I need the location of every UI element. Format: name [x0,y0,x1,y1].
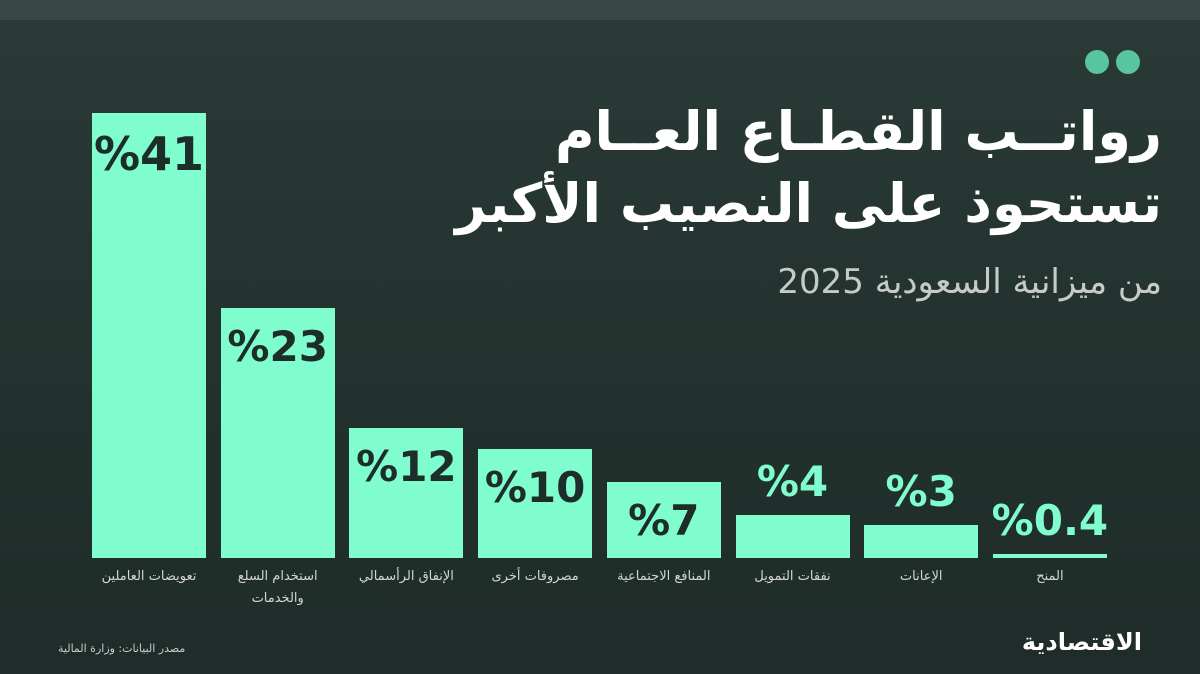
bar [220,308,335,558]
brand-logo: الاقتصادية [1021,628,1142,656]
decor-dot [1116,50,1140,74]
decor-dot [1085,50,1109,74]
value-label: %7 [628,496,700,546]
value-label: %0.4 [991,495,1109,545]
bar [992,553,1107,558]
value-label: %23 [227,322,328,372]
value-label: %12 [356,441,457,491]
chart-title: تستحوذ على النصيب الأكبر [455,172,1162,235]
top-bar [0,0,1200,20]
bar [864,525,979,558]
bar [606,482,721,558]
value-label: %10 [484,463,586,513]
bar [92,113,206,558]
x-tick-label: استخدام السلع والخدمات [237,569,318,606]
x-tick-label: المنافع الاجتماعية [617,569,711,584]
x-tick-label: الإعانات [899,569,943,584]
bar [735,514,850,558]
bar [349,427,464,558]
x-tick-label: نفقات التمويل [754,569,831,584]
x-tick-label: تعويضات العاملين [101,569,197,584]
x-tick-label: مصروفات أخرى [491,569,579,584]
chart-subtitle: من ميزانية السعودية 2025 [777,262,1162,302]
value-label: %3 [885,467,957,517]
value-label: %41 [93,127,205,181]
source-note: مصدر البيانات: وزارة المالية [58,642,186,655]
bar [478,449,593,558]
x-tick-label: الإنفاق الرأسمالي [358,569,454,584]
chart-title: رواتــب القطـاع العــام [554,100,1162,163]
x-tick-label: المنح [1036,569,1064,584]
value-label: %4 [756,456,829,506]
